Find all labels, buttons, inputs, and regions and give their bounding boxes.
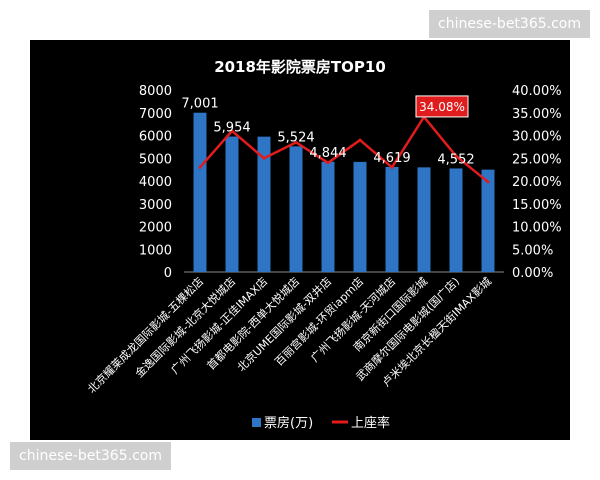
watermark-top: chinese-bet365.com — [429, 10, 590, 38]
y-left-tick-label: 0 — [164, 266, 172, 281]
occupancy-label-box — [415, 95, 469, 118]
occupancy-point — [358, 138, 362, 142]
y-left-tick-label: 1000 — [139, 243, 172, 258]
y-left-tick-label: 6000 — [139, 130, 172, 145]
y-right-tick-label: 5.00% — [512, 243, 553, 258]
occupancy-point — [262, 156, 266, 160]
legend-line-label: 上座率 — [351, 415, 390, 431]
x-category-label: 北京耀莱成龙国际影城-五棵松店 — [85, 274, 207, 396]
bar-box-office — [257, 136, 271, 272]
y-left-tick-label: 8000 — [139, 84, 172, 99]
bar-box-office — [289, 146, 303, 272]
y-left-tick-label: 2000 — [139, 221, 172, 236]
bar-value-label: 5,524 — [277, 130, 314, 145]
bar-box-office — [385, 166, 399, 272]
chart-panel: 2018年影院票房TOP10 0 1000 2000 3000 4000 5000 6000… — [30, 40, 570, 440]
occupancy-point — [486, 180, 490, 184]
bar-value-label: 7,001 — [181, 97, 218, 112]
y-right-tick-label: 20.00% — [512, 175, 562, 190]
occupancy-point — [294, 140, 298, 144]
y-right-tick-label: 0.00% — [512, 266, 553, 281]
bar-value-label: 4,552 — [437, 152, 474, 167]
bar-value-label: 4,619 — [373, 151, 410, 166]
occupancy-point — [454, 154, 458, 158]
y-right-tick-label: 40.00% — [512, 84, 562, 99]
y-left-tick-label: 4000 — [139, 175, 172, 190]
occupancy-point — [198, 165, 202, 169]
y-left-tick-label: 7000 — [139, 107, 172, 122]
occupancy-point — [390, 165, 394, 169]
y-left-tick-label: 5000 — [139, 152, 172, 167]
y-right-tick-label: 30.00% — [512, 130, 562, 145]
occupancy-point — [326, 161, 330, 165]
y-right-tick-label: 25.00% — [512, 152, 562, 167]
occupancy-point — [230, 129, 234, 133]
y-left-tick-label: 3000 — [139, 198, 172, 213]
bar-box-office — [449, 168, 463, 272]
legend-bar-label: 票房(万) — [264, 415, 313, 431]
bar-box-office — [417, 167, 431, 272]
legend-bar-swatch — [252, 418, 261, 427]
bar-box-office — [225, 136, 239, 272]
bar-box-office — [321, 161, 335, 272]
y-right-tick-label: 10.00% — [512, 221, 562, 236]
bar-box-office — [353, 161, 367, 272]
bar-box-office — [193, 112, 207, 272]
occupancy-line — [199, 115, 489, 183]
y-right-tick-label: 35.00% — [512, 107, 562, 122]
chart-title: 2018年影院票房TOP10 — [214, 58, 386, 76]
chart-canvas: 2018年影院票房TOP10 0 1000 2000 3000 4000 5000 6000… — [85, 58, 562, 431]
occupancy-value-label: 34.08% — [419, 100, 465, 114]
y-right-tick-label: 15.00% — [512, 198, 562, 213]
bar-value-label: 5,954 — [213, 121, 250, 136]
watermark-bottom: chinese-bet365.com — [10, 442, 171, 470]
bar-box-office — [481, 169, 495, 272]
bar-value-label: 4,844 — [309, 146, 346, 161]
